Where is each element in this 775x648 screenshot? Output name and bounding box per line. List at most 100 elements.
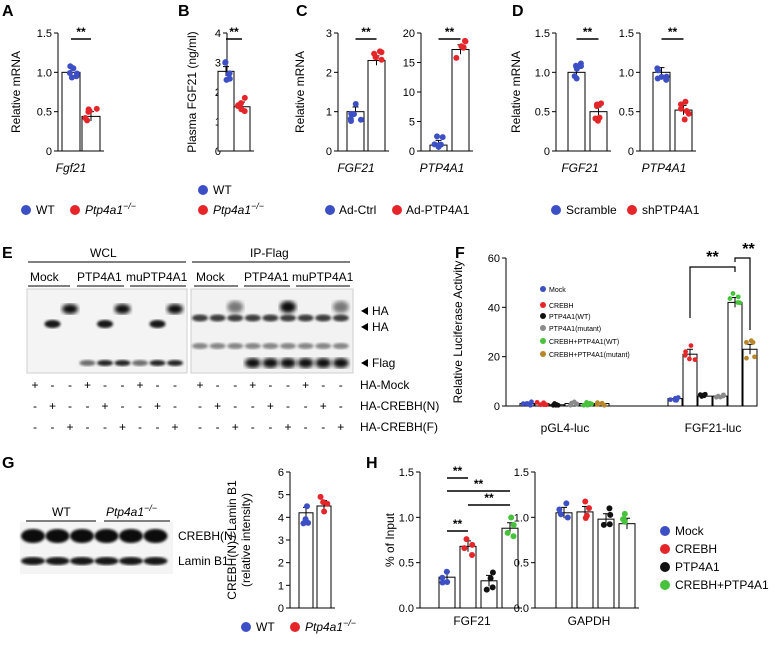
blot-e-sign: -	[33, 420, 37, 434]
blot-e-sign: -	[339, 378, 343, 392]
data-point	[607, 511, 614, 518]
legend-h-label: CREBH	[675, 542, 717, 556]
blot-e-sign: +	[101, 399, 108, 413]
data-point	[582, 498, 589, 505]
data-point	[555, 402, 561, 408]
blot-band	[192, 314, 208, 322]
data-point	[439, 574, 446, 581]
blot-e-sign: +	[249, 378, 256, 392]
blot-e-sign: +	[31, 378, 38, 392]
blot-band	[262, 343, 279, 349]
data-point	[715, 393, 721, 399]
blot-e-sign: -	[103, 420, 107, 434]
y-tick-label: 0	[628, 146, 634, 158]
data-point	[93, 105, 100, 112]
blot-band	[167, 304, 183, 314]
chart-a: 0 0.5 1.0 1.5 ** Relative mRNA Fgf21	[9, 25, 104, 175]
data-point	[744, 355, 749, 361]
chart-d1: 0 0.5 1.0 1.5 ** Relative mRNA FGF21	[509, 25, 611, 175]
data-point	[748, 338, 754, 344]
data-point	[303, 503, 310, 510]
blot-e-sign: +	[232, 420, 239, 434]
blot-e-sign: +	[66, 420, 73, 434]
data-point	[606, 521, 613, 528]
x-group-label: pGL4-luc	[541, 421, 590, 435]
legend-h-marker	[660, 544, 670, 554]
blot-band	[119, 557, 143, 565]
blot-e-sign: +	[171, 420, 178, 434]
blot-band	[94, 557, 119, 565]
bar	[367, 60, 386, 152]
blot-band	[70, 529, 94, 543]
legend-adctrl-label: Ad-Ctrl	[339, 203, 376, 217]
significance-marker: **	[453, 464, 463, 478]
legend-wt-label: WT	[213, 183, 232, 197]
data-point	[577, 63, 584, 70]
data-point	[70, 65, 77, 72]
y-tick-label: 0	[544, 146, 550, 158]
y-tick-label: 0.5	[514, 558, 529, 570]
blot-band	[280, 343, 296, 349]
legend-f-label: CREBH+PTP4A1(WT)	[549, 339, 619, 346]
arrow-icon	[361, 323, 368, 331]
blot-e-sign: +	[320, 399, 327, 413]
data-point	[658, 73, 665, 80]
legend-f: Mock CREBH PTP4A1(WT) PTP4A1(mutant) CRE…	[540, 286, 630, 359]
blot-e-sign: -	[173, 399, 177, 413]
blot-band	[262, 358, 279, 368]
blot-e-sign: -	[198, 399, 202, 413]
blot-e-sign: -	[216, 378, 220, 392]
significance-bracket	[734, 257, 751, 330]
data-point	[692, 357, 698, 363]
data-point	[378, 49, 385, 56]
blot-e-row-label: HA-CREBH(N)	[360, 399, 439, 413]
blot-band	[167, 360, 183, 366]
blot-band	[280, 301, 296, 313]
data-point	[598, 100, 605, 107]
data-point	[483, 586, 490, 593]
legend-wt-label: WT	[36, 203, 55, 217]
bar	[597, 518, 615, 609]
data-point	[663, 76, 670, 83]
significance-marker: **	[76, 25, 86, 39]
bar	[316, 505, 332, 609]
y-tick-label: 3	[326, 28, 332, 40]
blot-band	[132, 360, 148, 366]
blot-band	[119, 529, 143, 543]
blot-e-sign: -	[121, 399, 125, 413]
blot-e-sign: -	[268, 420, 272, 434]
blot-band	[244, 314, 261, 322]
legend-adptp-marker	[392, 205, 402, 215]
y-tick-label: 1.5	[535, 28, 550, 40]
blot-band	[70, 557, 94, 565]
panel-label-h: H	[366, 455, 378, 472]
blot-band	[44, 320, 61, 328]
data-point	[453, 54, 460, 61]
y-tick-label: 1.5	[37, 28, 52, 40]
panel-label-d: D	[512, 3, 524, 20]
x-axis-label: FGF21	[337, 161, 374, 175]
blot-e-sign: +	[284, 420, 291, 434]
data-point	[683, 349, 688, 355]
significance-marker: **	[742, 241, 755, 258]
x-axis-label: PTP4A1	[642, 161, 687, 175]
y-tick-label: 3	[278, 535, 284, 547]
y-tick-label: 0.5	[535, 107, 550, 119]
y-tick-label: 0	[278, 603, 284, 615]
y-tick-label: 0.5	[399, 558, 414, 570]
data-point	[599, 401, 605, 406]
y-tick-label: 1.0	[619, 67, 634, 79]
legend-ko-marker	[290, 622, 300, 632]
blot-e-sign: -	[156, 420, 160, 434]
blot-band	[209, 314, 226, 322]
blot-band	[244, 343, 261, 349]
blot-g: WT Ptp4a1−/− CREBH(N) Lamin B1	[20, 503, 237, 574]
blot-band	[227, 343, 244, 349]
blot-g-lamin-label: Lamin B1	[178, 554, 229, 568]
blot-e-group-ptp: PTP4A1	[77, 270, 122, 284]
panel-label-a: A	[2, 3, 14, 20]
blot-band	[332, 343, 349, 349]
significance-marker: **	[706, 249, 719, 266]
blot-e-sign: +	[214, 399, 221, 413]
blot-e-sign: -	[68, 378, 72, 392]
